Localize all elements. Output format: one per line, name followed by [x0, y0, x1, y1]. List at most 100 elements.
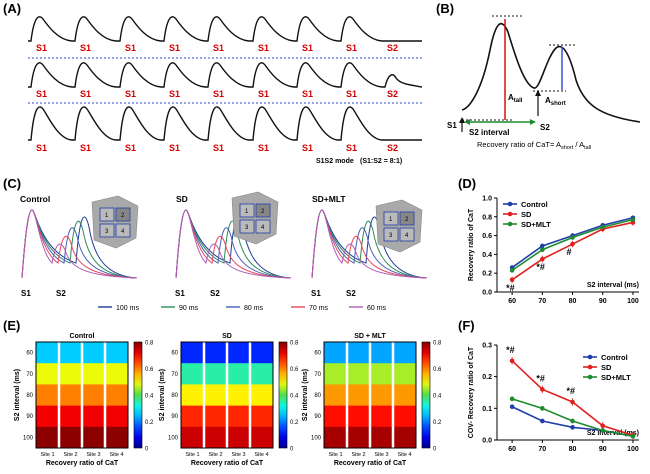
panel-f-y-tick-label: 0.1: [482, 406, 492, 413]
panel-e-heatmap-cell: [105, 342, 129, 364]
panel-e-heatmap-cell: [393, 426, 417, 449]
panel-d-data-point: [570, 235, 575, 240]
panel-e-x-tick-label: Site 3: [374, 452, 388, 458]
panel-e-x-axis-label: Recovery ratio of CaT: [191, 460, 264, 467]
panel-d-y-tick-label: 0.0: [482, 290, 492, 297]
panel-e-heatmap-cell: [250, 405, 274, 428]
panel-d-y-tick-label: 0.6: [482, 233, 492, 240]
panel-c-site-number: 2: [121, 213, 125, 219]
panel-c-trace: [311, 209, 428, 279]
panel-c-s2-label: S2: [56, 289, 66, 298]
panel-f-data-point: [509, 358, 515, 364]
panel-a-stimulus-label: S1: [213, 89, 224, 99]
panel-e-heatmap-cell: [250, 342, 274, 364]
panel-a-stimulus-label: S1: [346, 43, 357, 53]
panel-e-y-tick-label: 70: [314, 372, 321, 378]
panel-e-heatmap-cell: [181, 426, 205, 449]
panel-e-heatmap-cell: [105, 426, 129, 449]
panel-a-stimulus-label: S1: [169, 43, 180, 53]
panel-e-heatmap-cell: [204, 405, 228, 428]
panel-e-heatmap-cell: [347, 342, 371, 364]
panel-e-heatmap-cell: [227, 405, 251, 428]
panel-d-x-tick-label: 60: [508, 298, 516, 305]
panel-c-site-box: [115, 207, 131, 222]
panel-a-stimulus-label: S2: [387, 43, 398, 53]
panel-f-x-tick-label: 100: [627, 446, 639, 453]
panel-e-x-axis-label: Recovery ratio of CaT: [334, 460, 407, 467]
panel-e-colorbar-tick-label: 0.8: [433, 341, 442, 347]
panel-f-series-line: [511, 360, 634, 437]
panel-b-ratio-formula: Recovery ratio of CaT= Ashort / Atall: [477, 140, 591, 151]
panel-f-y-tick-label: 0.3: [482, 343, 492, 350]
panel-e-y-tick-label: 100: [168, 435, 179, 441]
panel-d-y-tick-label: 0.4: [482, 252, 492, 259]
panel-a-stimulus-label: S1: [80, 143, 91, 153]
panel-f-x-tick-label: 80: [569, 446, 577, 453]
panel-d-series-line: [511, 221, 634, 281]
panel-c-trace: [175, 209, 292, 279]
panel-e-heatmap-cell: [59, 363, 83, 385]
panel-d-x-tick-label: 70: [538, 298, 546, 305]
panel-c-site-box: [399, 211, 415, 226]
panel-e-heatmap-cell: [227, 363, 251, 385]
panel-d-legend-marker: [507, 211, 513, 217]
panel-f-significance-mark: *#: [506, 345, 515, 355]
panel-c-site-box: [383, 227, 399, 242]
panel-e-colorbar-tick-label: 0.6: [145, 367, 154, 373]
panel-a-stimulus-label: S1: [213, 143, 224, 153]
panel-c-heart-map: [231, 191, 279, 245]
panel-a-stimulus-label: S1: [125, 89, 136, 99]
panel-d-significance-mark: *#: [536, 262, 545, 272]
panel-e-colorbar-tick-label: 0.4: [433, 394, 442, 400]
panel-f-legend-label: Control: [601, 353, 628, 362]
panel-f-data-point: [509, 396, 515, 402]
panel-e-colorbar-tick-label: 0.8: [145, 341, 154, 347]
panel-c-site-number: 1: [245, 209, 249, 215]
panel-a-stimulus-label: S1: [302, 43, 313, 53]
panel-e-x-tick-label: Site 4: [254, 452, 268, 458]
panel-e-heatmap-cell: [204, 342, 228, 364]
panel-e-x-tick-label: Site 2: [351, 452, 365, 458]
panel-e-colorbar-tick-label: 0.6: [290, 367, 299, 373]
panel-e-heatmap-cell: [324, 405, 348, 428]
panel-d-y-tick-label: 0.2: [482, 271, 492, 278]
panel-a-mode-ratio: (S1:S2 = 8:1): [360, 158, 402, 165]
panel-f-x-tick-label: 90: [599, 446, 607, 453]
panel-b: (B) Atall Ashort S1 S2 S2 interval Recov…: [436, 1, 641, 151]
panel-c-heart-map: [375, 199, 423, 253]
panel-b-s2-arrowhead: [535, 90, 541, 96]
panel-d-x-tick-label: 80: [569, 298, 577, 305]
panel-c-heart-map: [91, 195, 139, 249]
panel-f-data-point: [570, 399, 575, 405]
panel-e-heatmap-cell: [250, 384, 274, 406]
panel-e-heatmap-cell: [324, 363, 348, 385]
panel-c-legend-label: 70 ms: [309, 305, 329, 312]
panel-e-y-tick-label: 60: [26, 351, 33, 357]
panel-c-site-number: 3: [245, 225, 249, 231]
panel-c: (C) Control SD SD+MLT S1 S2 S1 S2 S1 S2 1 23 41…: [3, 176, 428, 312]
panel-e-y-tick-label: 80: [171, 393, 178, 399]
panel-e-heatmap-cell: [82, 384, 106, 406]
panel-e: (E) Control 60 70 80 90 100 Site 1 Site 2 Site 3…: [3, 318, 442, 467]
panel-a-stimulus-label: S1: [346, 89, 357, 99]
panel-e-heatmap-cell: [370, 342, 394, 364]
panel-a-stimulus-label: S1: [258, 143, 269, 153]
panel-c-site-box: [383, 211, 399, 226]
panel-a-stimulus-label: S1: [36, 89, 47, 99]
panel-e-heatmap-cell: [250, 363, 274, 385]
panel-e-heatmap-cell: [105, 384, 129, 406]
panel-e-heatmap-cell: [105, 363, 129, 385]
panel-a-stimulus-label: S1: [169, 89, 180, 99]
panel-d-legend-label: SD: [521, 210, 532, 219]
panel-c-legend: 100 ms 90 ms 80 ms 70 ms 60 ms: [98, 305, 387, 312]
panel-d-data-point: [600, 224, 606, 230]
panel-c-heart-maps: 1 2 3 4 1 2 3 4 1 2 3 4: [91, 191, 423, 253]
panel-e-heatmap-frame: [35, 341, 129, 449]
panel-d-legend-label: Control: [521, 200, 548, 209]
panel-b-s1-arrowhead: [459, 117, 465, 123]
panel-b-interval-label: S2 interval: [469, 128, 509, 137]
panel-d-y-tick-label: 1.0: [482, 196, 492, 203]
panel-a-stimulus-label: S2: [387, 143, 398, 153]
panel-d-y-axis-label: Recovery ratio of CaT: [468, 208, 475, 281]
panel-b-label: (B): [436, 1, 454, 16]
